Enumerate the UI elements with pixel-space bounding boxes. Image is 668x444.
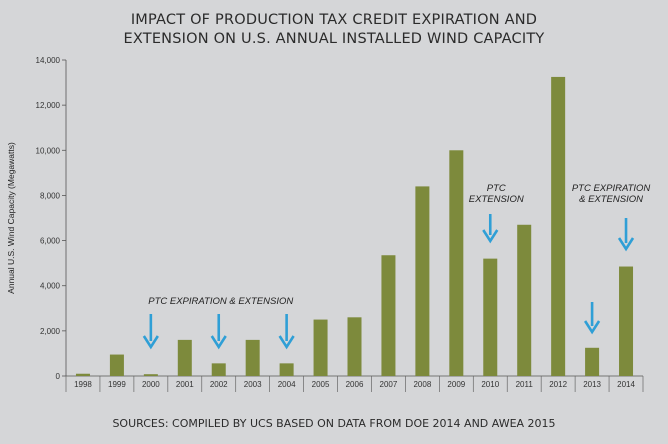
y-tick-label: 4,000 [40,282,61,291]
x-tick-label: 2009 [447,380,465,389]
x-tick-label: 2002 [210,380,228,389]
arrow-2000 [142,314,159,350]
x-tick-label: 2000 [142,380,160,389]
arrow-2010 [482,214,499,244]
arrow-2013 [583,302,601,335]
bar-2000 [143,374,158,376]
bar-2003 [245,339,260,376]
arrow-2004 [278,314,295,350]
bar-2013 [585,347,600,376]
bar-2009 [449,150,464,376]
source-note: SOURCES: COMPILED BY UCS BASED ON DATA F… [112,417,556,430]
x-tick-label: 2006 [346,380,364,389]
x-tick-label: 1998 [74,380,92,389]
x-tick-label: 2004 [278,380,296,389]
bar-1998 [75,373,90,376]
chart-title-line-2: EXTENSION ON U.S. ANNUAL INSTALLED WIND … [123,31,545,47]
bar-2006 [347,317,362,376]
bar-2004 [279,363,294,376]
bar-2001 [177,339,192,376]
x-tick-label: 2011 [516,380,534,389]
y-tick-label: 12,000 [36,101,61,110]
annotation-text: EXTENSION [469,194,524,205]
bar-2014 [619,266,634,376]
y-tick-label: 10,000 [36,146,61,155]
y-tick-label: 14,000 [36,56,61,65]
y-axis-label: Annual U.S. Wind Capacity (Megawatts) [6,142,16,294]
bar-2010 [483,258,498,376]
y-tick-label: 8,000 [40,191,61,200]
x-tick-label: 2012 [549,380,567,389]
annotation-text: PTC [487,183,506,194]
y-tick-label: 2,000 [40,327,61,336]
x-tick-label: 2001 [176,380,194,389]
x-tick-label: 2010 [481,380,499,389]
arrow-2002 [210,314,227,350]
annotation-text: PTC EXPIRATION & EXTENSION [148,296,293,307]
arrow-2014 [617,218,635,252]
chart-title-line-1: IMPACT OF PRODUCTION TAX CREDIT EXPIRATI… [130,12,538,28]
bar-2011 [517,224,532,376]
x-tick-label: 2007 [380,380,398,389]
y-tick-label: 6,000 [40,237,61,246]
bar-2005 [313,319,328,376]
x-tick-label: 2003 [244,380,262,389]
x-tick-label: 2008 [413,380,431,389]
x-tick-label: 1999 [108,380,126,389]
annotation-text: & EXTENSION [579,194,643,205]
bar-2012 [551,76,566,376]
x-tick-label: 2013 [583,380,601,389]
y-tick-label: 0 [56,372,61,381]
x-tick-label: 2014 [617,380,635,389]
x-tick-label: 2005 [312,380,330,389]
bar-2007 [381,255,396,376]
bar-2008 [415,186,430,376]
bar-2002 [211,363,226,376]
annotation-text: PTC EXPIRATION [572,183,651,194]
bar-1999 [109,354,124,376]
